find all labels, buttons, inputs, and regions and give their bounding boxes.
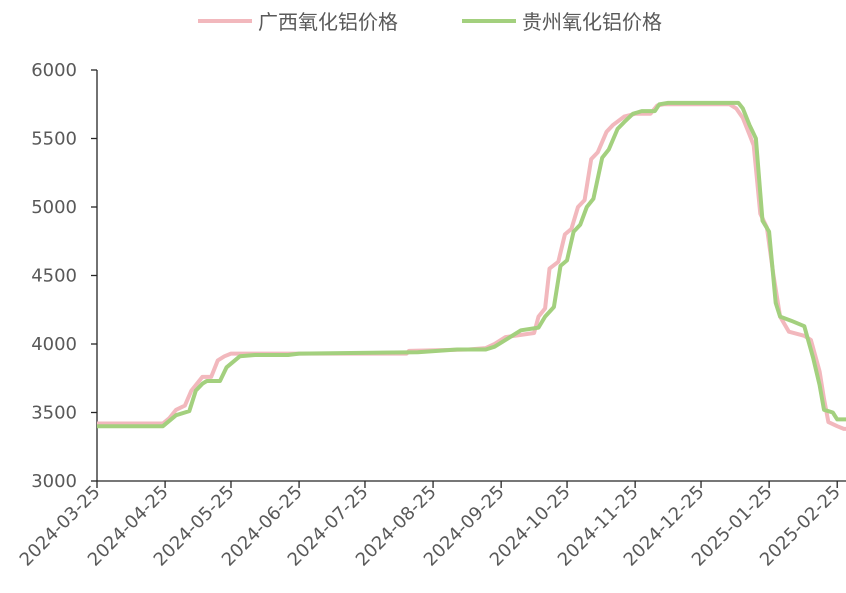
legend: 广西氧化铝价格 贵州氧化铝价格 (198, 10, 662, 34)
y-tick-label: 4500 (31, 266, 77, 287)
y-tick-label: 4000 (31, 334, 77, 355)
series-line-guizhou (97, 100, 846, 429)
y-tick-label: 5500 (31, 129, 77, 150)
legend-label-guangxi: 广西氧化铝价格 (258, 10, 398, 34)
x-axis: 2024-03-252024-04-252024-05-252024-06-25… (16, 480, 846, 571)
legend-label-guizhou: 贵州氧化铝价格 (522, 10, 662, 34)
y-tick-label: 3000 (31, 471, 77, 492)
y-axis: 3000 3500 4000 4500 5000 5500 6000 (31, 60, 98, 492)
y-tick-label: 6000 (31, 60, 77, 81)
y-tick-label: 3500 (31, 403, 77, 424)
y-tick-label: 5000 (31, 197, 77, 218)
series-layer (97, 100, 846, 431)
